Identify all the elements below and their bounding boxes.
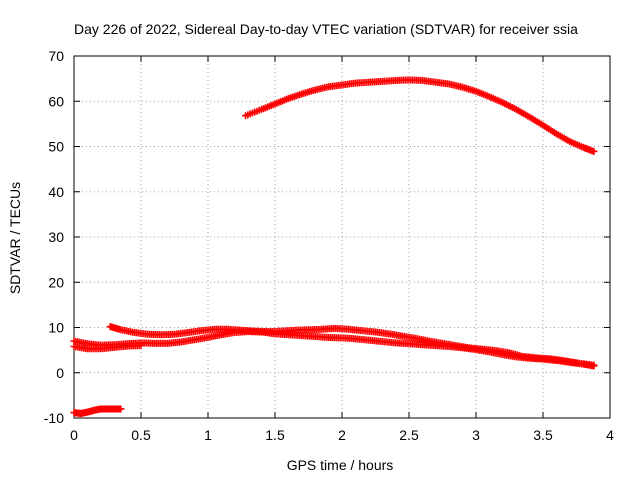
y-tick-label: 70	[48, 48, 64, 64]
y-axis-label: SDTVAR / TECUs	[7, 182, 23, 294]
tick-label-layer: 0 0.5 1 1.5 2 2.5 3 3.5 4 -10 0 10 20 30 40 50 60 70	[44, 48, 614, 443]
y-tick-label: -10	[44, 410, 64, 426]
series-middle-arc-b	[70, 328, 598, 370]
data-point	[590, 362, 598, 370]
x-tick-label: 2	[338, 427, 346, 443]
y-tick-label: 30	[48, 229, 64, 245]
grid-layer	[74, 56, 610, 418]
series-upper-arc	[242, 76, 598, 155]
data-point	[117, 405, 125, 413]
x-tick-label: 1	[204, 427, 212, 443]
series-middle-arc-c	[70, 342, 145, 353]
x-tick-label: 2.5	[399, 427, 419, 443]
y-tick-label: 10	[48, 320, 64, 336]
points-layer	[70, 76, 598, 417]
x-axis-label: GPS time / hours	[287, 457, 394, 473]
tick-layer	[73, 55, 611, 419]
y-tick-label: 50	[48, 139, 64, 155]
x-tick-label: 0.5	[131, 427, 151, 443]
y-tick-label: 40	[48, 184, 64, 200]
chart-title: Day 226 of 2022, Sidereal Day-to-day VTE…	[74, 21, 578, 37]
series-lower-arc	[70, 405, 125, 417]
x-tick-label: 4	[606, 427, 614, 443]
x-tick-label: 3	[472, 427, 480, 443]
x-tick-label: 0	[70, 427, 78, 443]
x-tick-label: 1.5	[265, 427, 285, 443]
data-point	[590, 147, 598, 155]
x-tick-label: 3.5	[533, 427, 553, 443]
y-tick-label: 20	[48, 274, 64, 290]
data-point	[137, 342, 145, 350]
y-tick-label: 0	[56, 365, 64, 381]
y-tick-label: 60	[48, 93, 64, 109]
